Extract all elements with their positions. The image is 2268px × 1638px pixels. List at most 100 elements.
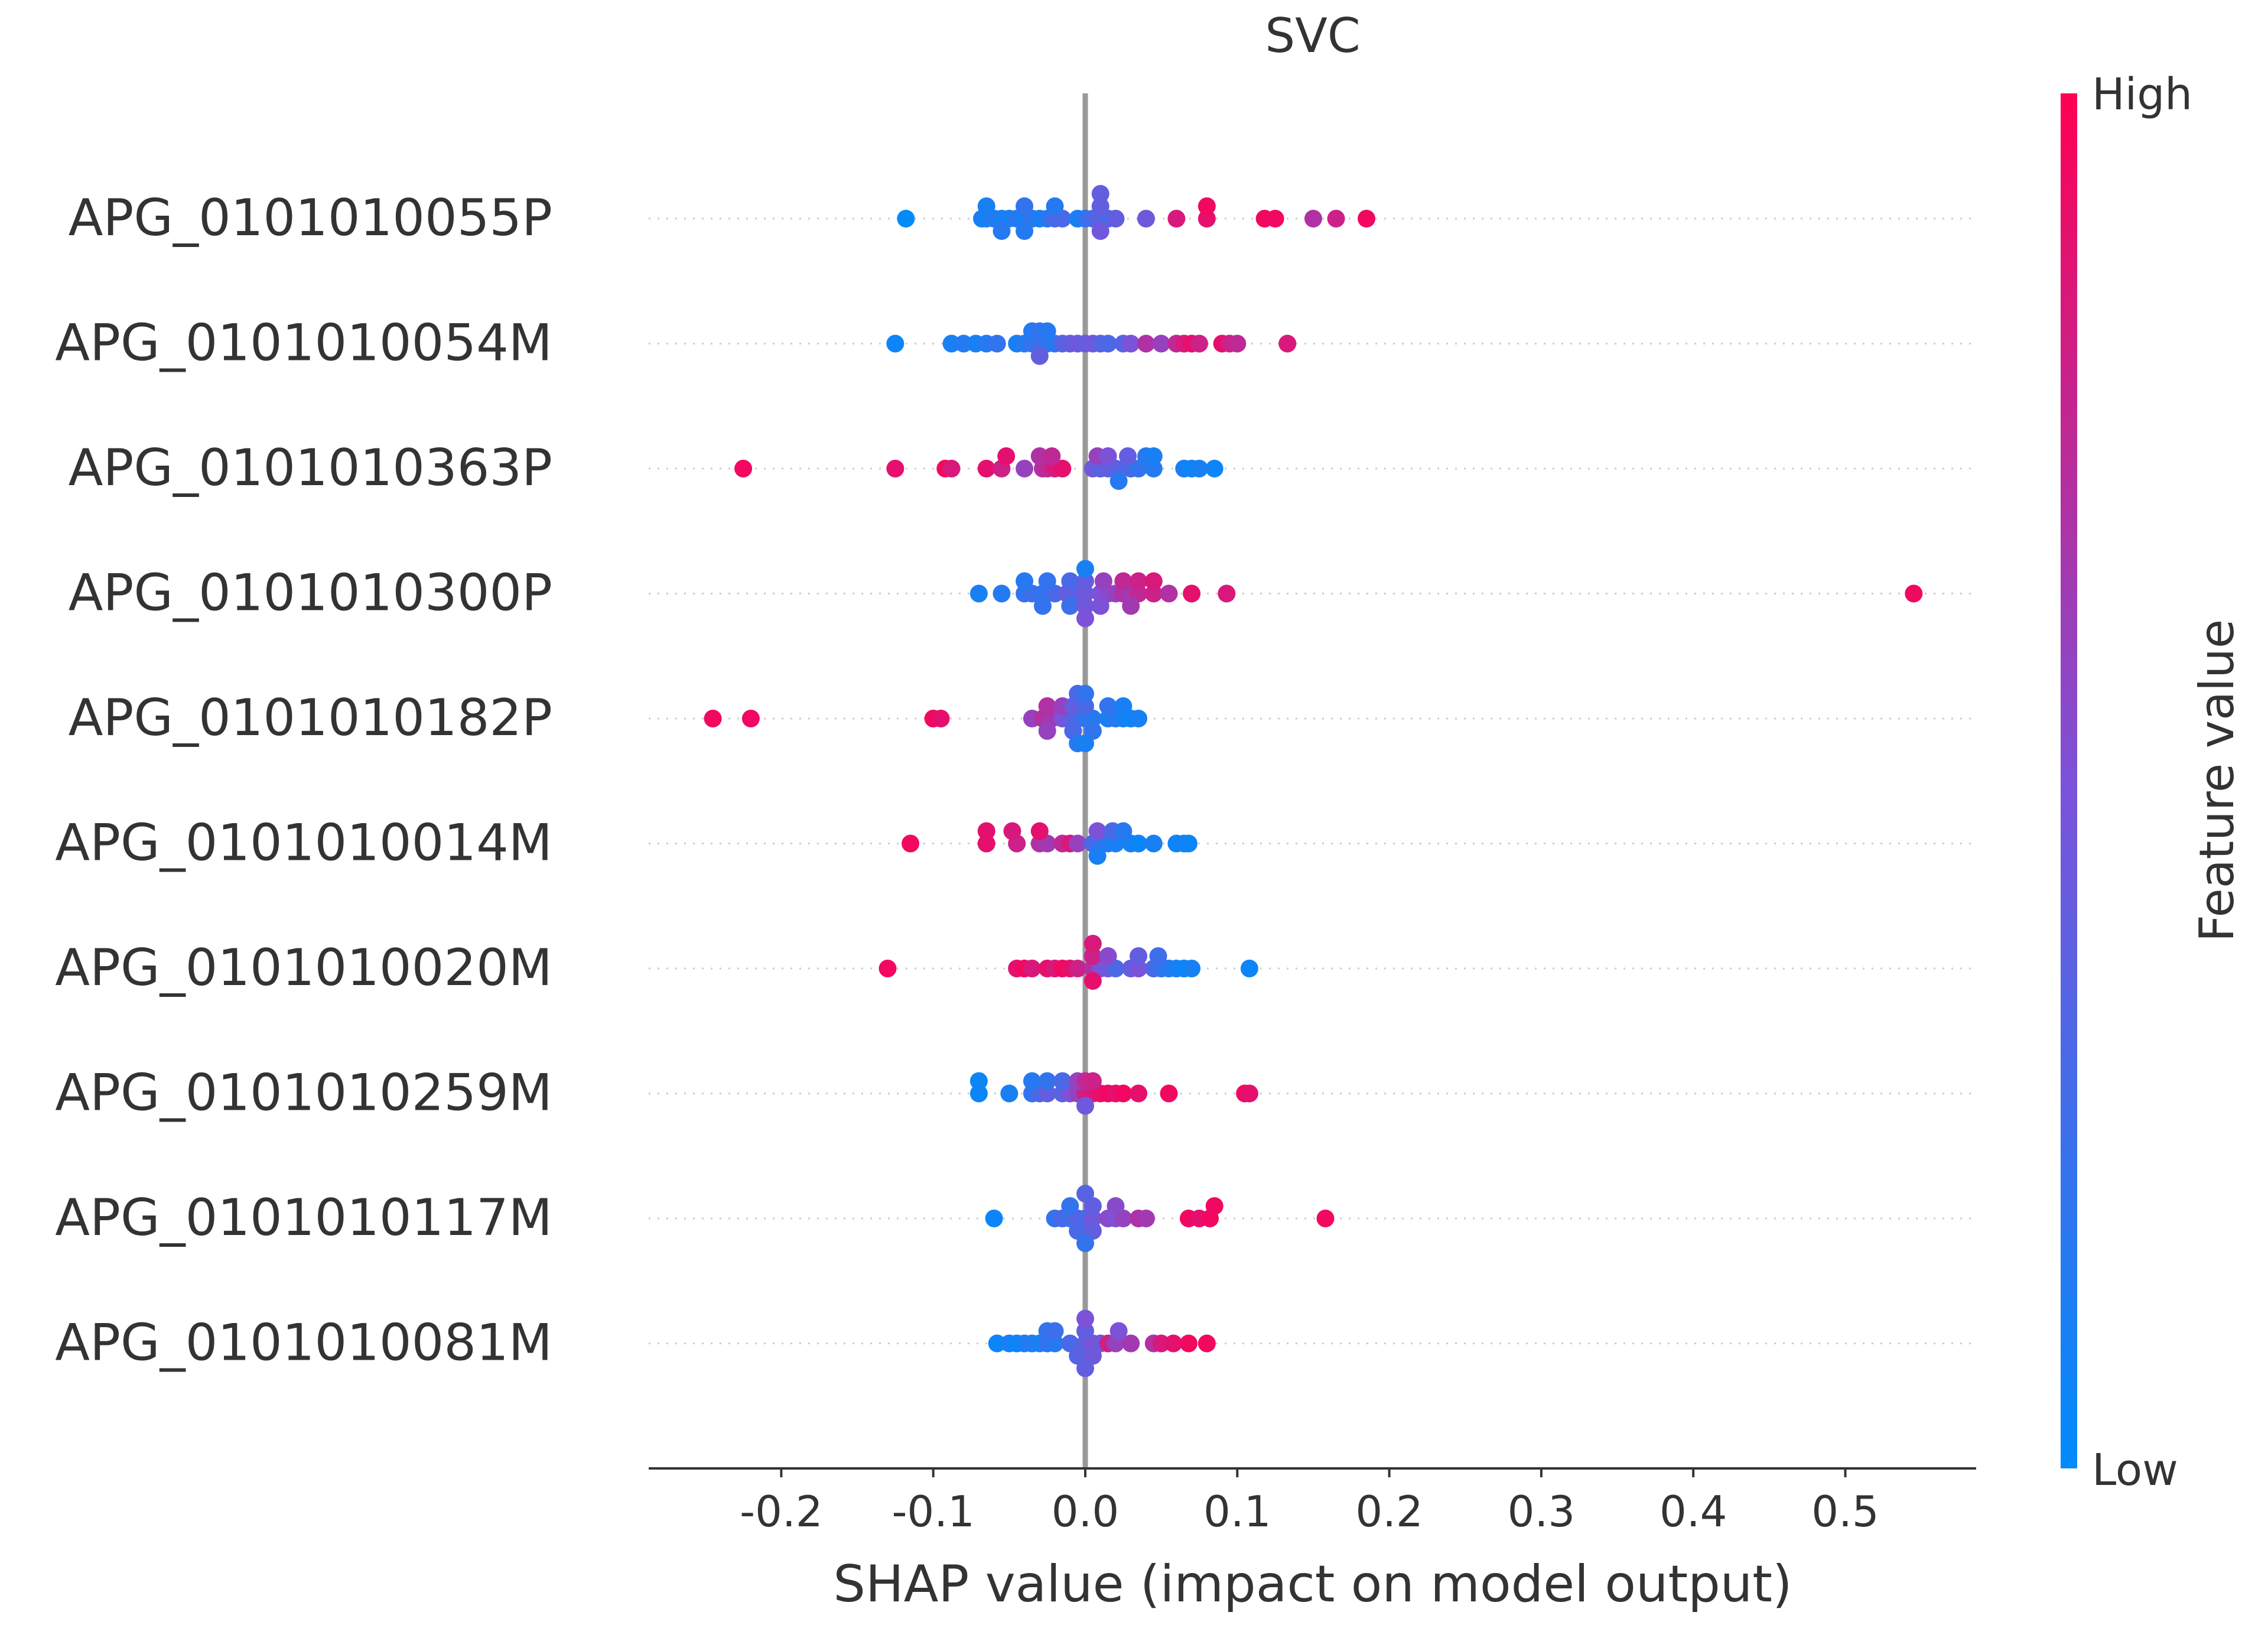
shap-point <box>1122 1334 1140 1353</box>
shap-point <box>1088 847 1107 865</box>
shap-point <box>1076 597 1094 615</box>
shap-point <box>1240 960 1258 977</box>
shap-point <box>1076 1309 1094 1328</box>
shap-point <box>1152 1334 1170 1353</box>
chart-title: SVC <box>1265 8 1360 63</box>
shap-point <box>1164 1334 1183 1353</box>
shap-point <box>1076 560 1094 578</box>
shap-point <box>1228 334 1247 353</box>
shap-point <box>902 834 920 853</box>
shap-point <box>886 334 904 353</box>
feature-label: APG_0101010300P <box>69 564 552 623</box>
shap-point <box>1130 960 1148 977</box>
shap-point <box>1149 947 1167 965</box>
shap-point <box>1016 197 1034 215</box>
shap-point <box>1023 960 1041 977</box>
shap-point <box>1167 210 1186 228</box>
shap-point <box>1043 447 1061 465</box>
colorbar <box>2061 93 2077 1468</box>
shap-point <box>1358 210 1376 228</box>
shap-point <box>997 447 1016 465</box>
shap-point <box>1083 1210 1102 1227</box>
shap-point <box>1053 460 1072 477</box>
shap-point <box>1061 1197 1079 1215</box>
shap-point <box>1023 1072 1041 1090</box>
feature-labels: APG_0101010055P APG_0101010054M APG_010101… <box>55 188 552 1373</box>
shap-point <box>1122 597 1140 615</box>
shap-point <box>897 210 915 228</box>
shap-point <box>1038 572 1056 590</box>
shap-point <box>1083 972 1102 990</box>
shap-point <box>993 222 1011 240</box>
shap-point <box>1179 834 1198 853</box>
x-tick-label: 0.0 <box>1052 1487 1120 1536</box>
shap-point <box>1016 460 1034 477</box>
shap-point <box>1076 609 1094 628</box>
shap-point <box>1083 1072 1102 1090</box>
shap-point <box>977 822 995 840</box>
shap-point <box>1130 1084 1148 1103</box>
shap-point <box>1046 197 1064 215</box>
x-tick-label: -0.2 <box>740 1487 822 1536</box>
shap-point <box>1046 1322 1064 1340</box>
shap-point <box>1327 210 1345 228</box>
shap-point <box>1114 697 1133 715</box>
shap-point <box>1099 697 1117 715</box>
shap-point <box>704 710 722 727</box>
shap-point <box>977 834 995 853</box>
shap-point <box>1304 210 1322 228</box>
x-tick-label: 0.5 <box>1811 1487 1879 1536</box>
shap-point <box>1030 447 1049 465</box>
shap-point <box>1076 1185 1094 1202</box>
shap-point <box>1240 1084 1258 1103</box>
shap-point <box>1003 822 1021 840</box>
shap-point <box>1137 334 1155 353</box>
feature-label: APG_0101010055P <box>69 188 552 248</box>
shap-point <box>1099 447 1117 465</box>
feature-label: APG_0101010182P <box>69 688 552 748</box>
shap-point <box>1905 584 1923 603</box>
shap-point <box>1205 1197 1224 1215</box>
shap-point <box>1316 1210 1335 1227</box>
shap-point <box>1144 572 1163 590</box>
shap-point <box>1137 1210 1155 1227</box>
shap-point <box>977 460 995 477</box>
shap-point <box>1218 584 1236 603</box>
shap-point <box>1114 572 1133 590</box>
shap-point <box>1190 334 1208 353</box>
shap-point <box>1091 222 1109 240</box>
feature-label: APG_0101010081M <box>55 1314 552 1373</box>
shap-point <box>1083 947 1102 965</box>
colorbar-title: Feature value <box>2189 619 2244 942</box>
shap-point <box>1076 584 1094 603</box>
shap-point <box>1076 734 1094 752</box>
colorbar-low-label: Low <box>2092 1445 2178 1496</box>
shap-point <box>878 960 897 977</box>
feature-label: APG_0101010363P <box>69 438 552 498</box>
shap-point <box>942 334 961 353</box>
shap-point <box>1107 1197 1125 1215</box>
shap-point <box>1119 447 1137 465</box>
shap-point <box>988 1334 1006 1353</box>
shap-point <box>1038 722 1056 740</box>
shap-point <box>1016 572 1034 590</box>
shap-point <box>1038 1072 1056 1090</box>
shap-point <box>1109 1322 1128 1340</box>
shap-point <box>741 710 760 727</box>
points-layer <box>704 185 1923 1377</box>
shap-point <box>1144 584 1163 603</box>
shap-point <box>1130 834 1148 853</box>
shap-point <box>1030 347 1049 365</box>
shap-point <box>969 1072 988 1090</box>
shap-point <box>1266 210 1284 228</box>
shap-point <box>1076 685 1094 703</box>
x-tick-label: -0.1 <box>891 1487 974 1536</box>
feature-label: APG_0101010117M <box>55 1188 552 1247</box>
feature-label: APG_0101010259M <box>55 1064 552 1123</box>
shap-point <box>1183 584 1201 603</box>
shap-point <box>1122 334 1140 353</box>
shap-point <box>1069 960 1087 977</box>
shap-point <box>977 197 995 215</box>
shap-point <box>1091 185 1109 203</box>
